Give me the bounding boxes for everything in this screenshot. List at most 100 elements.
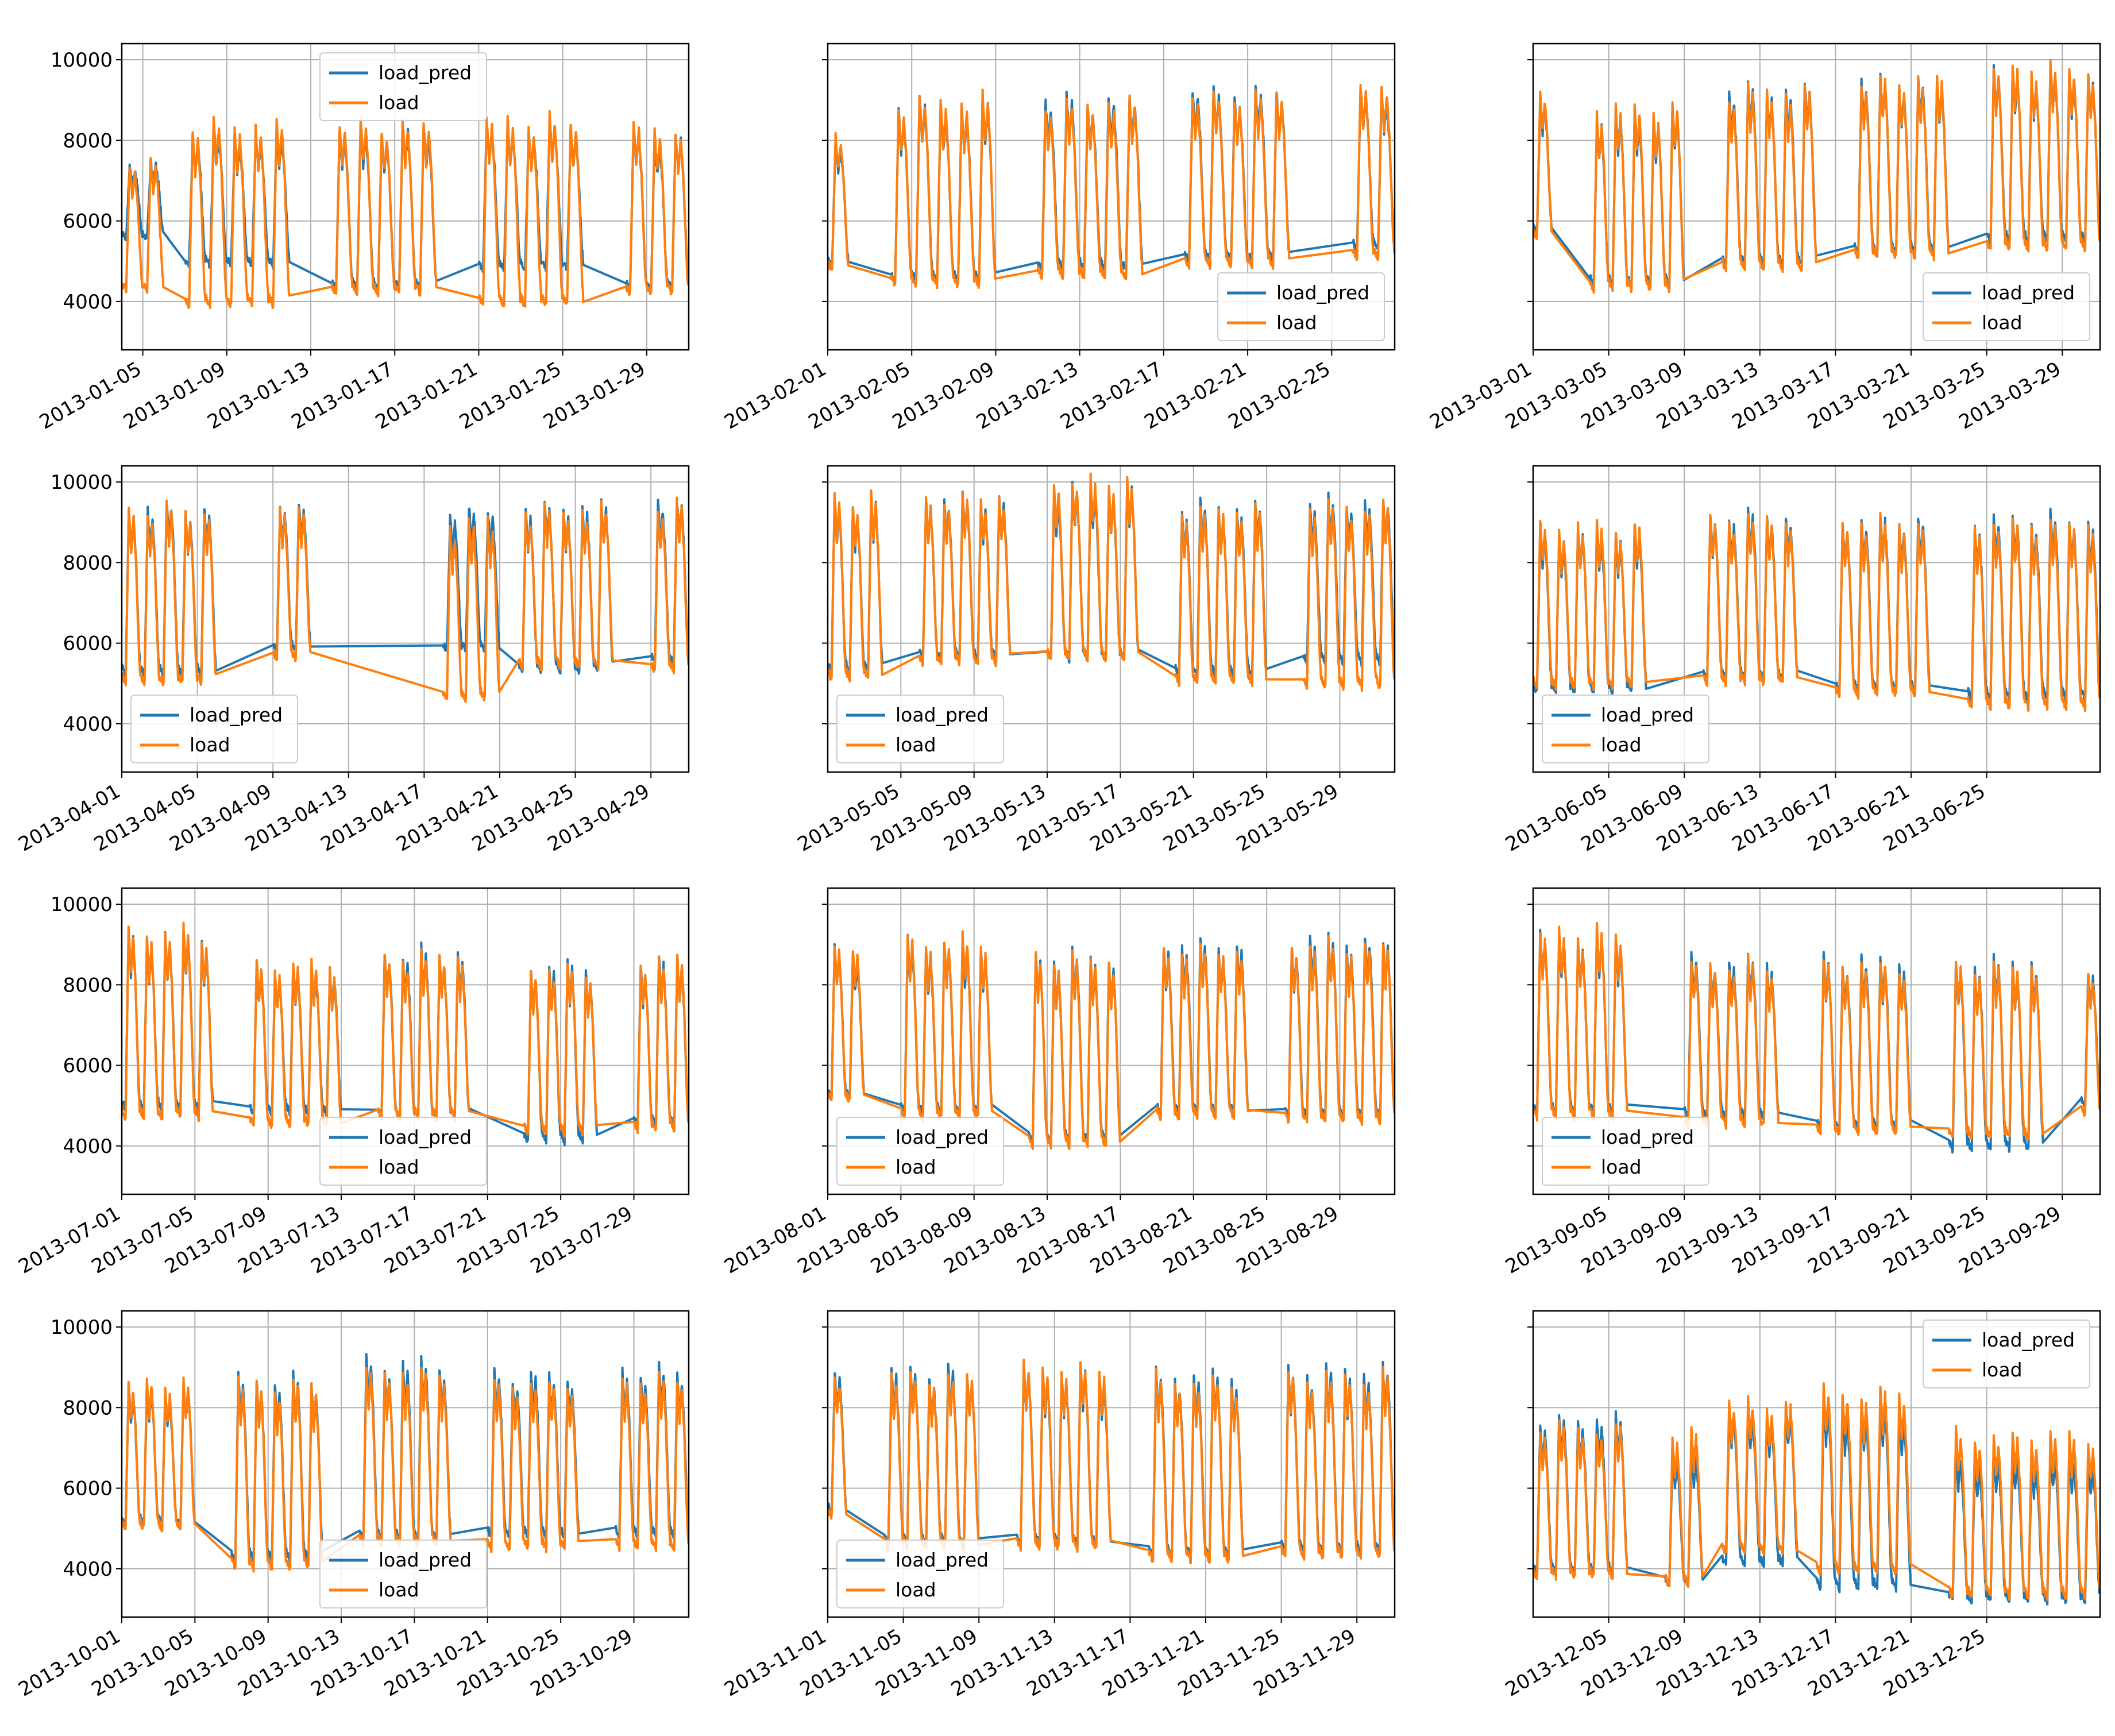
axes-frame [121, 1310, 690, 1618]
series-line-load [1533, 59, 2100, 294]
legend-label-load: load [1982, 311, 2023, 334]
subplot-2013-05: 2013-05-052013-05-092013-05-132013-05-17… [794, 465, 1396, 857]
subplot-2013-03: 2013-03-012013-03-052013-03-092013-03-13… [1426, 43, 2101, 434]
series-line-load [828, 930, 1395, 1151]
legend-label-load: load [379, 1156, 419, 1178]
series-group [1533, 59, 2100, 294]
subplot-2013-02: 2013-02-012013-02-052013-02-092013-02-13… [720, 43, 1396, 434]
series-line-load [1533, 1382, 2100, 1601]
legend-label-load-pred: load_pred [1982, 281, 2075, 304]
y-tick-label: 8000 [63, 974, 113, 997]
y-tick-label: 4000 [63, 1135, 113, 1158]
legend-label-load: load [896, 1156, 936, 1178]
legend-label-load-pred: load_pred [896, 1549, 989, 1571]
legend-label-load-pred: load_pred [379, 1126, 472, 1148]
legend-label-load-pred: load_pred [1276, 281, 1369, 304]
subplot-2013-12: 2013-12-052013-12-092013-12-132013-12-17… [1502, 1310, 2101, 1702]
legend-label-load-pred: load_pred [190, 704, 283, 726]
legend-label-load: load [1982, 1359, 2023, 1381]
axes-frame [827, 887, 1396, 1195]
y-tick-label: 4000 [63, 1558, 113, 1581]
series-group [122, 921, 689, 1147]
series-group [1533, 1382, 2100, 1606]
series-line-load [122, 1367, 689, 1573]
series-group [1533, 921, 2100, 1154]
legend-label-load-pred: load_pred [896, 704, 989, 726]
series-line-load [122, 496, 689, 703]
legend-label-load: load [1601, 1156, 1642, 1178]
y-tick-label: 8000 [63, 551, 113, 574]
y-tick-label: 6000 [63, 210, 113, 233]
legend-label-load: load [1601, 734, 1642, 756]
legend-label-load-pred: load_pred [379, 61, 472, 84]
y-tick-label: 10000 [51, 49, 113, 72]
y-tick-label: 4000 [63, 291, 113, 314]
y-tick-label: 6000 [63, 1477, 113, 1500]
axes-frame [827, 465, 1396, 773]
subplot-2013-11: 2013-11-012013-11-052013-11-092013-11-13… [720, 1310, 1396, 1702]
subplot-2013-09: 2013-09-052013-09-092013-09-132013-09-17… [1502, 887, 2101, 1279]
series-line-load [1533, 511, 2100, 712]
subplot-2013-01: 400060008000100002013-01-052013-01-09201… [36, 43, 690, 434]
series-group [828, 930, 1395, 1151]
y-tick-label: 8000 [63, 1396, 113, 1419]
y-tick-label: 10000 [51, 1316, 113, 1339]
series-group [828, 472, 1395, 692]
axes-frame [827, 1310, 1396, 1618]
series-line-load [122, 110, 689, 309]
axes-frame [827, 43, 1396, 351]
series-line-load [1533, 921, 2100, 1140]
legend-label-load: load [379, 1579, 419, 1601]
y-tick-label: 8000 [63, 129, 113, 152]
y-tick-label: 4000 [63, 713, 113, 736]
legend-label-load-pred: load_pred [379, 1549, 472, 1571]
legend-label-load-pred: load_pred [1601, 704, 1694, 726]
y-tick-label: 10000 [51, 471, 113, 494]
axes-frame [1532, 1310, 2101, 1618]
y-tick-label: 6000 [63, 632, 113, 655]
axes-frame [1532, 887, 2101, 1195]
series-line-load [828, 1359, 1395, 1565]
series-line-load [828, 84, 1395, 290]
subplot-2013-06: 2013-06-052013-06-092013-06-132013-06-17… [1502, 465, 2101, 857]
subplot-2013-07: 400060008000100002013-07-012013-07-05201… [14, 887, 690, 1279]
legend-label-load: load [190, 734, 230, 756]
legend-label-load: load [1276, 311, 1317, 334]
legend-label-load: load [379, 91, 419, 114]
axes-frame [121, 465, 690, 773]
subplot-2013-04: 400060008000100002013-04-012013-04-05201… [14, 465, 690, 857]
legend-label-load-pred: load_pred [1601, 1126, 1694, 1148]
series-group [122, 110, 689, 309]
series-line-load [828, 472, 1395, 692]
y-tick-label: 6000 [63, 1055, 113, 1078]
series-group [828, 84, 1395, 290]
axes-frame [121, 43, 690, 351]
series-line-load [122, 921, 689, 1139]
legend-label-load-pred: load_pred [1982, 1329, 2075, 1351]
axes-frame [121, 887, 690, 1195]
axes-frame [1532, 465, 2101, 773]
y-tick-label: 10000 [51, 893, 113, 916]
series-group [1533, 506, 2100, 712]
legend-label-load: load [896, 734, 936, 756]
series-group [828, 1359, 1395, 1565]
series-group [122, 496, 689, 703]
legend-label-load-pred: load_pred [896, 1126, 989, 1148]
subplot-2013-08: 2013-08-012013-08-052013-08-092013-08-13… [720, 887, 1396, 1279]
legend-label-load: load [896, 1579, 936, 1601]
series-group [122, 1353, 689, 1573]
subplot-2013-10: 400060008000100002013-10-012013-10-05201… [14, 1310, 690, 1702]
